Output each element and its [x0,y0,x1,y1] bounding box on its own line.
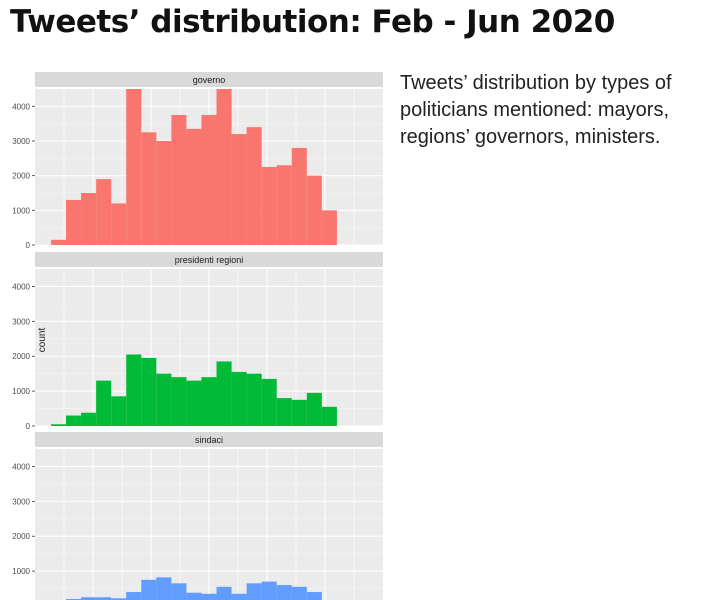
histogram-bar [231,134,247,245]
facet-panel-1: presidenti regioni 0 1000 2000 3000 4000 [12,252,383,431]
y-tick-label: 1000 [12,567,30,576]
y-tick-label: 2000 [12,532,30,541]
histogram-bar [156,373,172,426]
histogram-bar [291,147,307,245]
histogram-bar [216,586,232,600]
histogram-bar [141,132,157,245]
histogram-bar [201,593,217,600]
y-tick-label: 1000 [12,206,30,215]
histogram-bar [51,424,67,426]
histogram-bar [216,361,232,426]
histogram-bar [96,380,112,426]
histogram-bar [171,377,187,426]
histogram-bar [216,89,232,245]
histogram-bar [171,583,187,600]
histogram-bar [111,203,127,245]
histogram-bar [51,239,67,245]
histogram-bar [201,115,217,245]
y-tick-label: 2000 [12,352,30,361]
histogram-bar [111,396,127,426]
histogram-bar [231,593,247,600]
histogram-bar [306,175,322,245]
histogram-bar [291,586,307,600]
y-tick-label: 3000 [12,317,30,326]
histogram-bar [126,592,142,600]
histogram-bar [81,412,97,426]
histogram-bar [276,585,292,600]
y-tick-label: 3000 [12,137,30,146]
histogram-bar [231,371,247,426]
y-tick-label: 0 [26,422,31,431]
histogram-bar [291,399,307,426]
y-tick-label: 4000 [12,102,30,111]
histogram-bar [261,581,277,600]
histogram-bar [321,210,337,245]
facet-panel-0: governo 0 1000 2000 3000 4000 [12,72,383,250]
histogram-bar [156,577,172,600]
histogram-bar [81,597,97,600]
histogram-bar [321,406,337,426]
histogram-bar [141,579,157,600]
histogram-bar [261,167,277,245]
histogram-bar [186,592,202,600]
histogram-bar [201,377,217,426]
facet-strip-label: presidenti regioni [175,255,244,265]
histogram-bar [96,597,112,600]
histogram-bar [186,128,202,245]
facet-strip [35,252,383,267]
histogram-bar [246,583,262,600]
y-tick-label: 3000 [12,497,30,506]
chart-caption: Tweets’ distribution by types of politic… [400,72,672,148]
facet-strip-label: governo [193,75,226,85]
y-tick-label: 4000 [12,462,30,471]
histogram-bar [156,141,172,245]
histogram-bar [246,373,262,426]
y-tick-label: 4000 [12,282,30,291]
histogram-bar [141,357,157,426]
y-axis-title: count [37,328,48,353]
histogram-bar [66,199,82,245]
histogram-bar [66,415,82,426]
histogram-bar [186,380,202,426]
histogram-bar [171,115,187,245]
histogram-bar [306,592,322,600]
y-tick-label: 2000 [12,172,30,181]
facet-strip [35,432,383,447]
facet-panel-2: sindaci01000200030004000 [12,432,383,600]
histogram-bar [276,398,292,426]
page-title: Tweets’ distribution: Feb - Jun 2020 [10,4,615,40]
histogram-bar [306,392,322,426]
histogram-bar [276,165,292,245]
facet-strip [35,72,383,87]
histogram-bar [126,354,142,426]
histogram-bar [126,89,142,245]
facet-strip-label: sindaci [195,435,223,445]
histogram-bar [111,598,127,600]
histogram-bar [96,179,112,245]
histogram-bar [81,193,97,245]
histogram-bar [261,378,277,426]
histogram-bar [246,127,262,245]
y-tick-label: 0 [26,241,31,250]
y-tick-label: 1000 [12,387,30,396]
